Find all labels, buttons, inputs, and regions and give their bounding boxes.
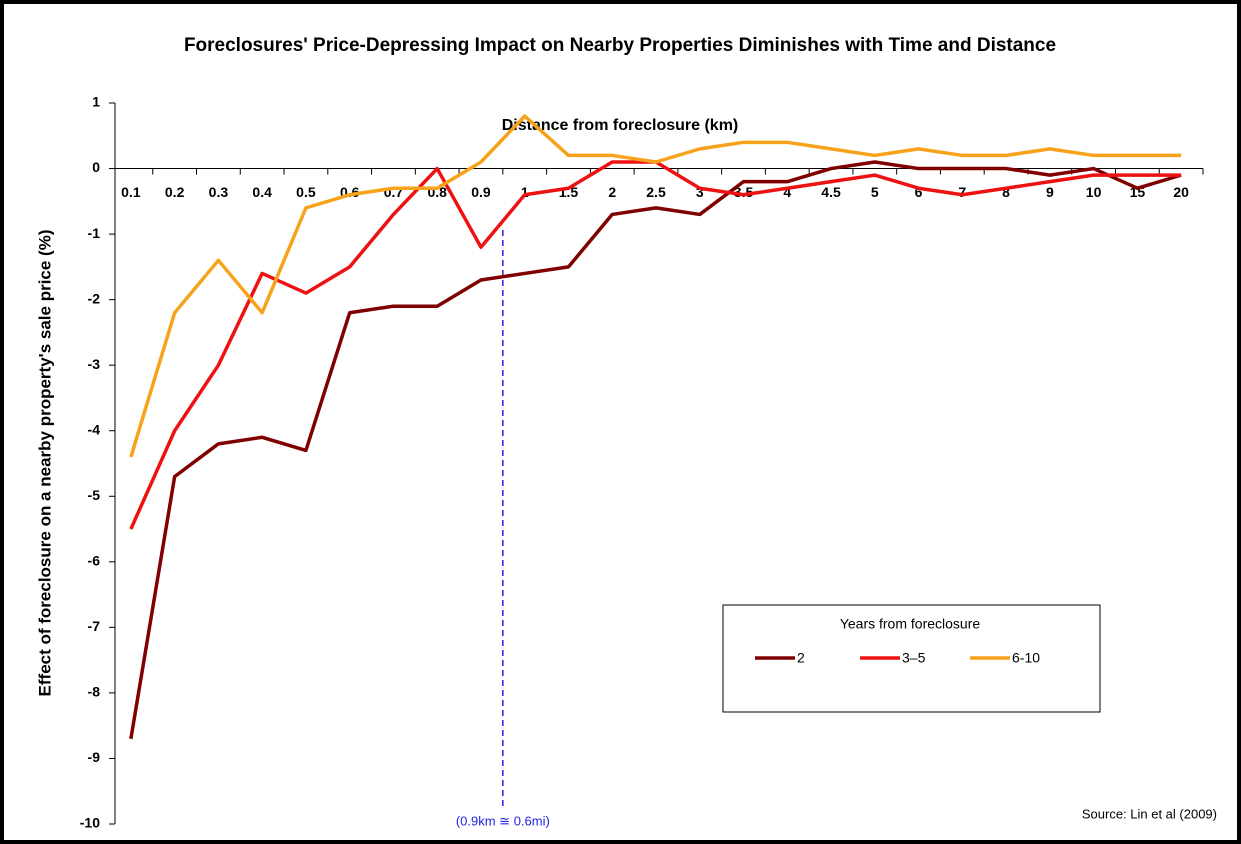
x-tick-label: 4.5 [821,184,841,200]
x-tick-label: 7 [958,184,966,200]
x-tick-label: 4 [783,184,791,200]
x-tick-label: 3.5 [734,184,754,200]
y-tick-label: -6 [88,553,101,569]
x-tick-label: 3 [696,184,704,200]
x-tick-label: 2.5 [646,184,666,200]
annotation: (0.9km ≅ 0.6mi) [456,813,550,828]
x-tick-label: 20 [1173,184,1189,200]
y-tick-label: 1 [92,94,100,110]
x-tick-label: 2 [608,184,616,200]
legend-label: 2 [797,650,805,666]
x-tick-label: 8 [1002,184,1010,200]
y-tick-label: -5 [88,487,101,503]
y-tick-label: -3 [88,356,101,372]
y-tick-label: -7 [88,618,101,634]
x-tick-label: 5 [871,184,879,200]
y-axis-label: Effect of foreclosure on a nearby proper… [35,230,54,697]
legend-label: 3–5 [902,650,926,666]
legend-label: 6-10 [1012,650,1040,666]
x-tick-label: 6 [915,184,923,200]
series-line [129,160,1182,740]
x-tick-label: 0.5 [296,184,316,200]
legend-title: Years from foreclosure [840,616,981,632]
x-tick-label: 1 [521,184,529,200]
x-axis-label: Distance from foreclosure (km) [502,117,739,134]
x-tick-label: 9 [1046,184,1054,200]
x-tick-label: 0.2 [165,184,185,200]
x-tick-label: 0.3 [209,184,229,200]
x-tick-label: 0.1 [121,184,141,200]
y-tick-label: -10 [80,815,100,831]
y-tick-label: 0 [92,159,100,175]
y-tick-label: -8 [88,684,101,700]
x-tick-label: 10 [1086,184,1102,200]
chart-title: Foreclosures' Price-Depressing Impact on… [184,35,1056,56]
x-tick-label: 0.4 [252,184,272,200]
y-tick-label: -9 [88,749,101,765]
y-tick-label: -4 [88,421,101,437]
series-line [129,114,1182,458]
source: Source: Lin et al (2009) [1082,806,1217,821]
y-tick-label: -2 [88,290,101,306]
y-tick-label: -1 [88,225,101,241]
x-tick-label: 0.9 [471,184,491,200]
